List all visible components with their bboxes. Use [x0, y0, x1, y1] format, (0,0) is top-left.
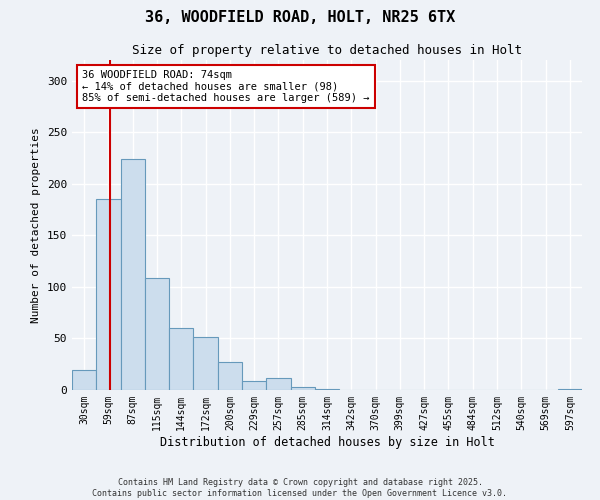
Bar — [218, 362, 242, 390]
Bar — [145, 278, 169, 390]
Bar — [290, 387, 315, 390]
Bar — [315, 389, 339, 390]
Bar — [72, 370, 96, 390]
Bar — [169, 328, 193, 390]
Bar — [121, 159, 145, 390]
Bar — [193, 338, 218, 390]
X-axis label: Distribution of detached houses by size in Holt: Distribution of detached houses by size … — [160, 436, 494, 448]
Title: Size of property relative to detached houses in Holt: Size of property relative to detached ho… — [132, 44, 522, 58]
Text: 36, WOODFIELD ROAD, HOLT, NR25 6TX: 36, WOODFIELD ROAD, HOLT, NR25 6TX — [145, 10, 455, 25]
Text: Contains HM Land Registry data © Crown copyright and database right 2025.
Contai: Contains HM Land Registry data © Crown c… — [92, 478, 508, 498]
Text: 36 WOODFIELD ROAD: 74sqm
← 14% of detached houses are smaller (98)
85% of semi-d: 36 WOODFIELD ROAD: 74sqm ← 14% of detach… — [82, 70, 370, 103]
Bar — [266, 378, 290, 390]
Bar — [96, 199, 121, 390]
Bar — [558, 389, 582, 390]
Bar — [242, 380, 266, 390]
Y-axis label: Number of detached properties: Number of detached properties — [31, 127, 41, 323]
